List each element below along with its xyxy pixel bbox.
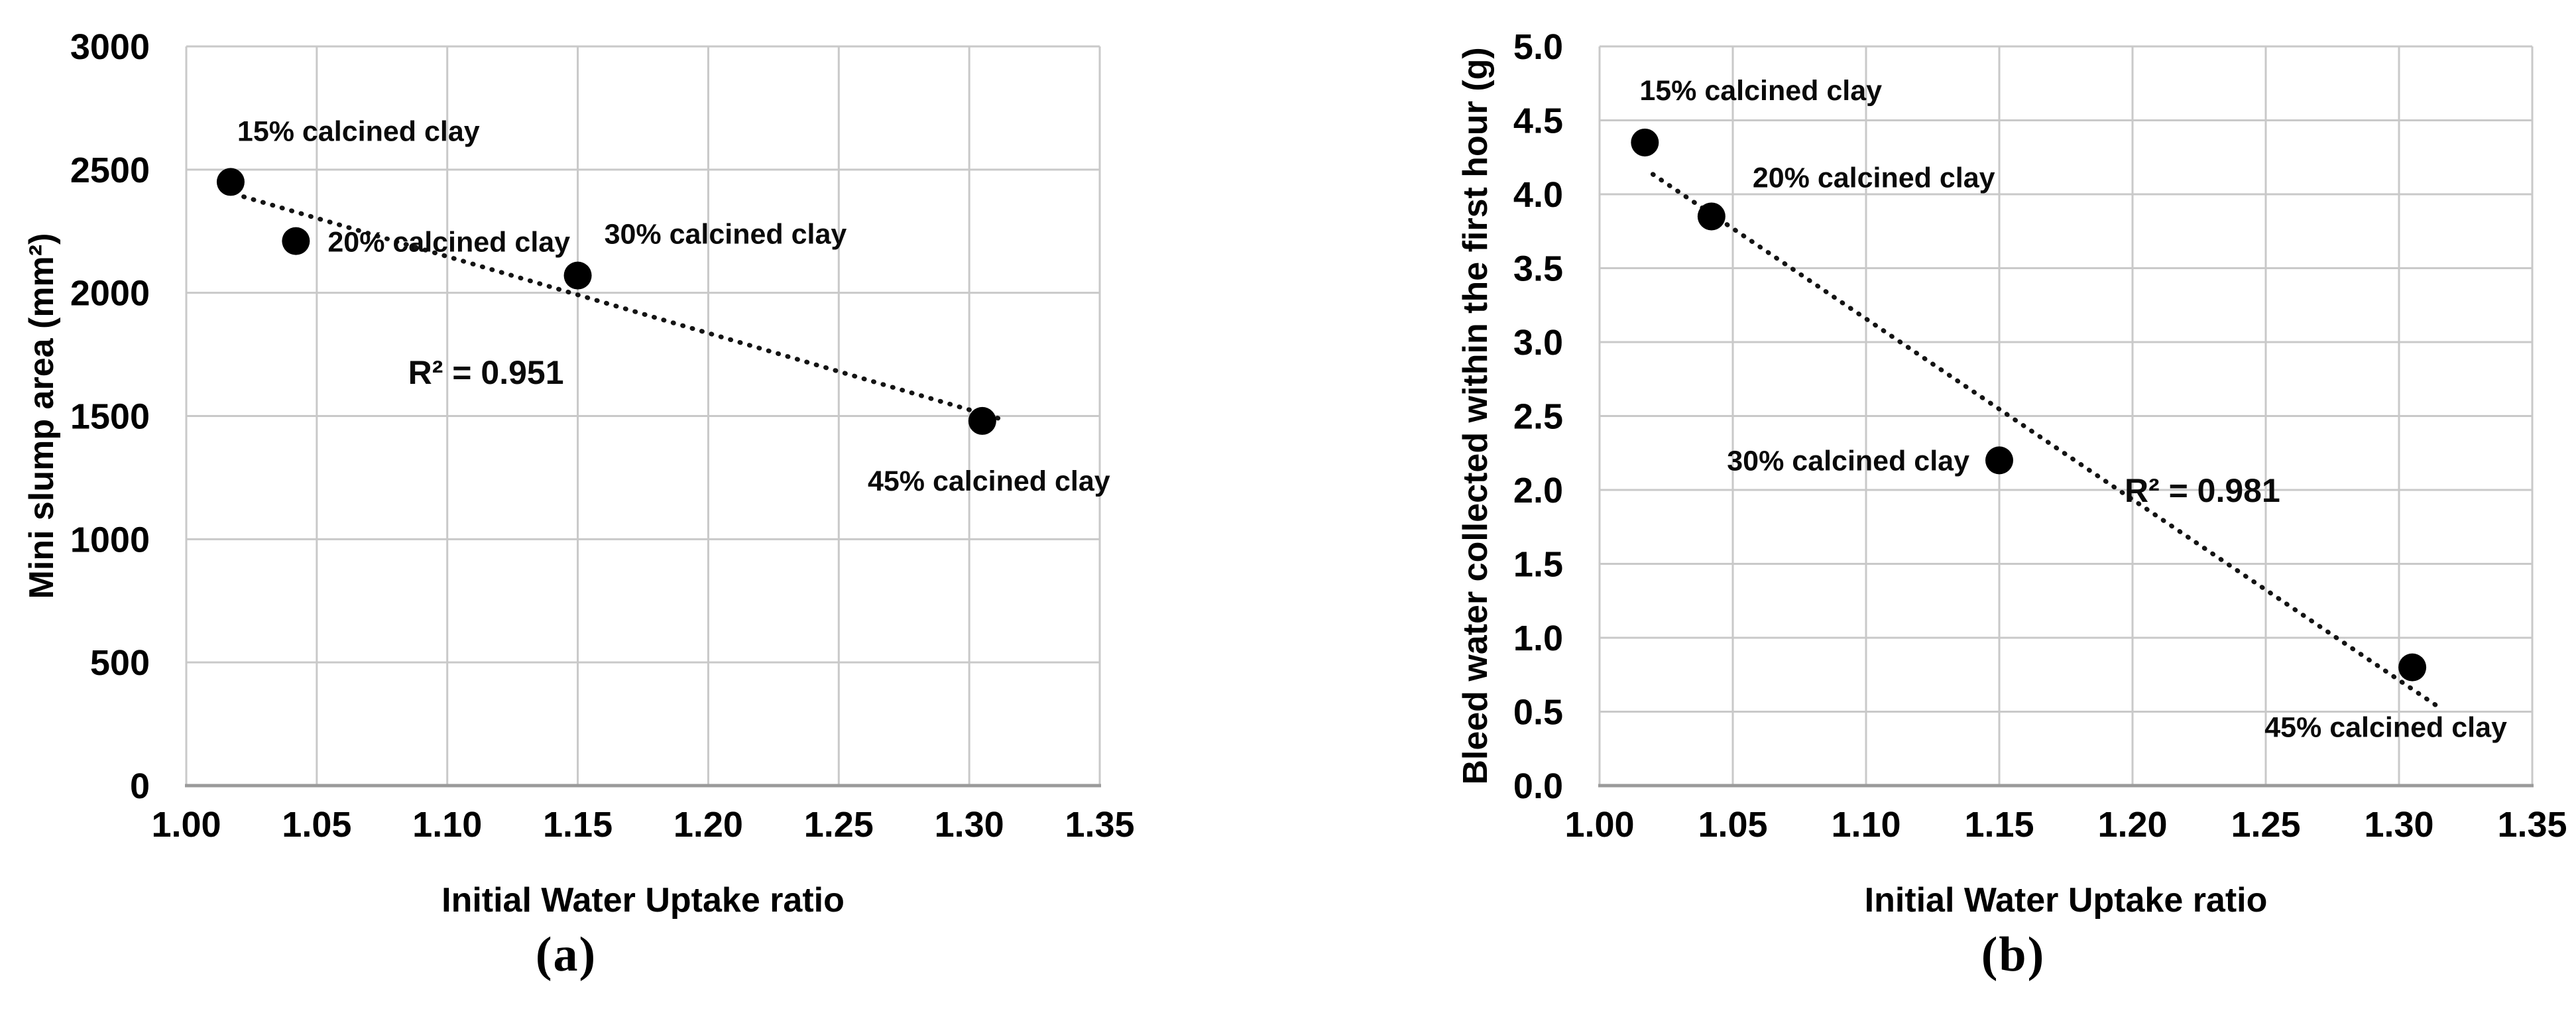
trendline xyxy=(1650,172,2441,710)
trendline xyxy=(241,194,1003,422)
y-tick-label: 1.5 xyxy=(1513,545,1563,585)
chart-b-scatter: 1.00 1.05 1.10 1.15 1.20 1.25 1.30 1.35 0.0 0.5 1.… xyxy=(1456,27,2567,920)
y-tick-label: 2000 xyxy=(70,274,150,314)
y-tick-label: 4.0 xyxy=(1513,175,1563,215)
r-squared-annotation: R² = 0.981 xyxy=(2125,472,2280,509)
y-tick-label: 2.0 xyxy=(1513,471,1563,510)
data-point-marker xyxy=(1985,446,2013,475)
x-tick-label: 1.10 xyxy=(1831,805,1901,845)
r-squared-annotation: R² = 0.951 xyxy=(408,354,564,391)
data-point-label: 45% calcined clay xyxy=(2264,712,2507,744)
y-tick-label: 0.5 xyxy=(1513,693,1563,733)
x-axis-title: Initial Water Uptake ratio xyxy=(441,881,845,920)
x-tick-label: 1.30 xyxy=(2364,805,2433,845)
data-point-label: 45% calcined clay xyxy=(868,465,1110,497)
y-tick-label: 3000 xyxy=(70,27,150,67)
x-tick-label: 1.00 xyxy=(151,805,221,845)
data-point-label: 30% calcined clay xyxy=(1727,445,1969,477)
y-tick-label: 5.0 xyxy=(1513,27,1563,67)
data-point-marker xyxy=(968,406,996,435)
chart-b-caption: (b) xyxy=(1981,927,2046,982)
y-tick-label: 0.0 xyxy=(1513,766,1563,806)
data-point-label: 20% calcined clay xyxy=(1753,162,1995,194)
y-tick-label: 3.5 xyxy=(1513,249,1563,289)
x-tick-label: 1.10 xyxy=(412,805,482,845)
x-tick-label: 1.15 xyxy=(1964,805,2034,845)
chart-a-caption: (a) xyxy=(535,927,597,982)
x-axis-title: Initial Water Uptake ratio xyxy=(1865,881,2268,920)
x-tick-label: 1.20 xyxy=(673,805,743,845)
data-point-marker xyxy=(2398,653,2427,682)
x-tick-label: 1.30 xyxy=(935,805,1004,845)
data-point-marker xyxy=(1697,202,1726,231)
data-point-label: 15% calcined clay xyxy=(1639,75,1882,107)
x-tick-label: 1.35 xyxy=(1065,805,1134,845)
y-tick-label: 1.0 xyxy=(1513,619,1563,658)
y-tick-label: 2500 xyxy=(70,150,150,190)
x-tick-label: 1.15 xyxy=(543,805,613,845)
y-tick-label: 1500 xyxy=(70,397,150,437)
x-tick-label: 1.20 xyxy=(2097,805,2167,845)
y-tick-label: 500 xyxy=(90,643,150,683)
data-point-marker xyxy=(1631,128,1659,156)
x-tick-label: 1.00 xyxy=(1564,805,1634,845)
data-point-marker xyxy=(216,168,245,196)
y-axis-title: Mini slump area (mm²) xyxy=(23,233,61,599)
data-point-label: 15% calcined clay xyxy=(237,115,480,147)
x-tick-label: 1.05 xyxy=(282,805,351,845)
y-tick-label: 3.0 xyxy=(1513,323,1563,363)
y-axis-title: Bleed water collected within the first h… xyxy=(1456,47,1495,784)
y-tick-label: 0 xyxy=(130,766,150,806)
chart-a-scatter: 1.00 1.05 1.10 1.15 1.20 1.25 1.30 1.35 0 500 1000… xyxy=(23,27,1135,920)
data-point-marker xyxy=(563,261,592,290)
data-point-label: 30% calcined clay xyxy=(605,219,847,251)
y-tick-label: 2.5 xyxy=(1513,397,1563,437)
y-tick-label: 4.5 xyxy=(1513,101,1563,141)
data-point-label: 20% calcined clay xyxy=(327,227,570,259)
y-tick-label: 1000 xyxy=(70,520,150,560)
x-tick-label: 1.35 xyxy=(2497,805,2567,845)
x-tick-label: 1.05 xyxy=(1698,805,1767,845)
x-tick-label: 1.25 xyxy=(804,805,874,845)
x-tick-label: 1.25 xyxy=(2231,805,2300,845)
data-point-marker xyxy=(282,227,310,255)
